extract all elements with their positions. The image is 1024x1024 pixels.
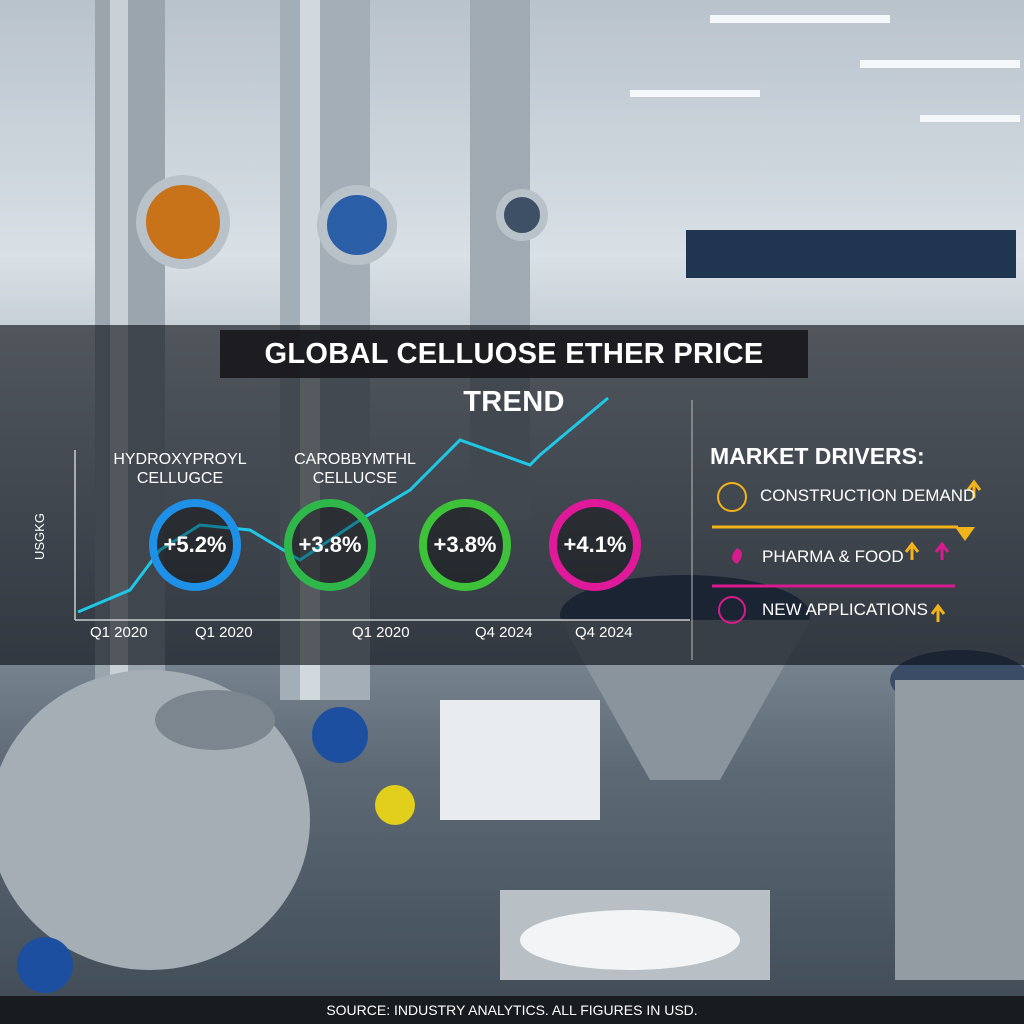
driver-item: PHARMA & FOOD — [762, 547, 904, 566]
overlay-band — [0, 325, 1024, 665]
up-arrow — [904, 541, 920, 560]
up-arrow — [966, 479, 982, 498]
up-arrow — [930, 603, 946, 622]
badge-value: +3.8% — [433, 532, 497, 557]
icon — [732, 548, 742, 564]
badge-ring — [419, 499, 511, 591]
x-label: Q1 2020 — [195, 624, 253, 641]
x-label: Q1 2020 — [90, 624, 148, 641]
series-label: HYDROXYPROYL CELLUGCE — [113, 451, 247, 487]
rule-arrow — [955, 527, 975, 541]
y-axis-label: USGKG — [32, 513, 47, 560]
title: GLOBAL CELLUOSE ETHER PRICE TREND — [220, 330, 808, 418]
badge-value: +3.8% — [298, 532, 362, 557]
up-arrow — [934, 541, 950, 560]
driver-item: CONSTRUCTION DEMAND — [760, 486, 976, 505]
x-label: Q4 2024 — [575, 624, 633, 641]
badge-value: +4.1% — [563, 532, 627, 557]
footer: SOURCE: INDUSTRY ANALYTICS. ALL FIGURES … — [0, 996, 1024, 1024]
driver-item: NEW APPLICATIONS — [762, 600, 928, 619]
icon — [717, 482, 747, 512]
badge-ring — [549, 499, 641, 591]
x-label: Q1 2020 — [352, 624, 410, 641]
badge-value: +5.2% — [163, 532, 227, 557]
x-label: Q4 2024 — [475, 624, 533, 641]
drivers-heading: MARKET DRIVERS: — [710, 443, 925, 469]
icon — [718, 596, 746, 624]
badge-ring — [149, 499, 241, 591]
series-label: CAROBBYMTHL CELLUCSE — [294, 451, 416, 487]
badge-ring — [284, 499, 376, 591]
